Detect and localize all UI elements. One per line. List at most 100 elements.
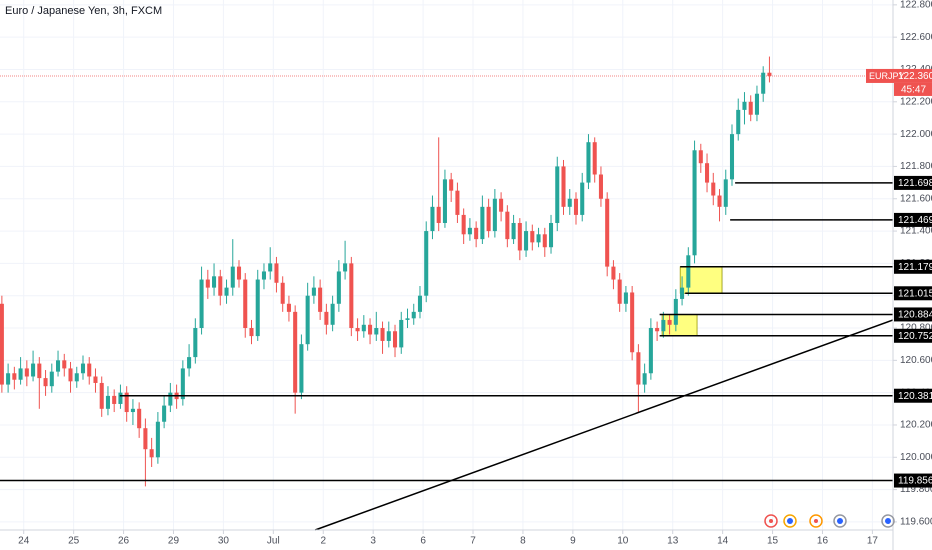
candle-body: [711, 182, 716, 196]
candle-body: [311, 287, 316, 296]
candle-body: [80, 363, 86, 374]
event-icon-dot: [787, 518, 793, 524]
candle-body: [261, 271, 266, 280]
event-icon[interactable]: [881, 514, 895, 528]
countdown-label: 45:47: [901, 85, 926, 96]
candle-body: [62, 360, 67, 369]
candle-body: [648, 328, 653, 374]
candle-body: [761, 72, 766, 94]
candle-body: [74, 373, 79, 382]
level-label: 120.752: [898, 331, 932, 342]
event-icon[interactable]: [783, 514, 797, 528]
candle-body: [530, 231, 535, 243]
candle-body: [374, 328, 379, 335]
candle-body: [542, 234, 547, 248]
candle-body: [168, 392, 173, 406]
event-icon[interactable]: [809, 514, 823, 528]
candle-body: [112, 395, 117, 404]
candle-body: [224, 287, 229, 296]
level-label-box: [894, 328, 932, 343]
candle-body: [555, 166, 560, 223]
candle-body: [93, 376, 98, 383]
y-tick-label: 119.600: [900, 517, 932, 528]
x-tick-label: Jul: [267, 536, 280, 547]
level-label-box: [894, 473, 932, 488]
candle-body: [417, 295, 423, 312]
level-label: 120.884: [898, 310, 932, 321]
candle-body: [424, 231, 429, 296]
event-icons: [764, 514, 895, 528]
trend-line: [314, 319, 894, 531]
candle-body: [548, 222, 554, 248]
candle-body: [449, 179, 454, 191]
x-tick-label: 17: [867, 536, 879, 547]
x-tick-label: 6: [420, 536, 426, 547]
candle-body: [255, 279, 260, 337]
candle-body: [386, 331, 391, 341]
candle-body: [517, 222, 522, 251]
level-label-box: [894, 286, 932, 301]
candle-body: [56, 360, 61, 372]
candle-body: [686, 255, 691, 288]
candle-body: [754, 93, 759, 115]
candle-body: [162, 405, 167, 422]
y-tick-label: 120.200: [900, 420, 932, 431]
candle-body: [680, 287, 685, 299]
candle-body: [399, 319, 404, 348]
x-tick-label: 15: [767, 536, 779, 547]
candle-body: [661, 319, 666, 332]
candle-body: [467, 227, 472, 235]
candle-body: [536, 234, 541, 243]
event-icon[interactable]: [764, 514, 778, 528]
candle-body: [499, 198, 504, 212]
x-tick-label: 9: [570, 536, 576, 547]
candle-body: [105, 395, 110, 409]
plot: [0, 56, 894, 531]
candle-body: [611, 266, 616, 280]
y-tick-label: 120.600: [900, 355, 932, 366]
candle-body: [742, 101, 747, 110]
candle-body: [592, 142, 597, 175]
candle-body: [343, 263, 348, 272]
candle-body: [411, 311, 416, 319]
candle-body: [149, 449, 154, 458]
candle-body: [280, 282, 285, 304]
candle-body: [511, 222, 516, 240]
candle-body: [748, 101, 753, 115]
candle-body: [636, 352, 641, 385]
candle-body: [623, 292, 628, 304]
level-label-box: [894, 259, 932, 274]
x-tick-label: 14: [717, 536, 729, 547]
event-icon-dot: [769, 519, 773, 523]
candle-body: [274, 263, 279, 283]
chart-title: Euro / Japanese Yen, 3h, FXCM: [5, 5, 162, 17]
x-tick-label: 29: [168, 536, 180, 547]
candle-body: [630, 292, 635, 353]
event-icon[interactable]: [833, 514, 847, 528]
candle-body: [561, 166, 566, 207]
candle-body: [43, 378, 48, 387]
candle-body: [673, 298, 678, 325]
level-label: 121.469: [898, 215, 932, 226]
x-tick-label: 25: [68, 536, 80, 547]
candle-body: [349, 263, 354, 329]
candle-body: [137, 408, 142, 429]
candle-body: [218, 276, 223, 296]
candle-body: [617, 279, 622, 304]
candle-body: [430, 206, 435, 232]
candle-body: [667, 319, 672, 325]
candle-body: [492, 198, 497, 232]
event-icon-dot: [885, 518, 891, 524]
x-tick-label: 2: [320, 536, 326, 547]
candle-body: [436, 206, 441, 223]
candle-body: [305, 295, 310, 345]
level-label-box: [894, 388, 932, 403]
candle-body: [361, 324, 366, 332]
y-tick-label: 121.600: [900, 193, 932, 204]
candle-body: [143, 428, 148, 450]
x-tick-label: 24: [18, 536, 30, 547]
x-tick-label: 8: [520, 536, 526, 547]
y-tick-label: 120.000: [900, 452, 932, 463]
